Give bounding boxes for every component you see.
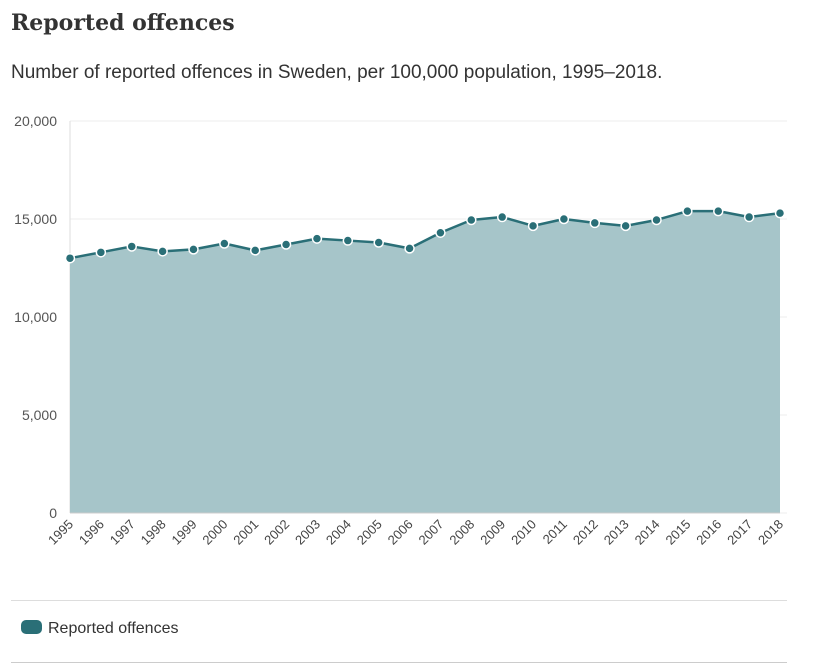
x-tick-label: 2005	[354, 517, 385, 548]
y-tick-label: 20,000	[14, 113, 57, 129]
x-tick-label: 2011	[540, 517, 570, 547]
data-point[interactable]	[64, 252, 76, 264]
x-tick-label: 1995	[45, 517, 76, 548]
x-tick-label: 2003	[292, 517, 323, 548]
y-tick-label: 5,000	[22, 407, 57, 423]
legend-swatch-reported-offences[interactable]	[21, 620, 42, 634]
legend-label-reported-offences[interactable]: Reported offences	[48, 620, 179, 637]
x-tick-label: 2010	[508, 517, 539, 548]
data-point[interactable]	[280, 239, 292, 250]
series-area	[70, 211, 780, 513]
x-tick-label: 1998	[138, 517, 169, 548]
x-tick-label: 2009	[477, 517, 508, 548]
data-point[interactable]	[311, 233, 323, 244]
x-tick-label: 2015	[662, 517, 693, 548]
x-tick-label: 1999	[169, 517, 200, 548]
x-tick-label: 2013	[601, 517, 632, 548]
y-tick-label: 10,000	[14, 309, 57, 325]
data-point[interactable]	[466, 214, 477, 226]
x-tick-label: 2007	[415, 517, 446, 548]
data-point[interactable]	[95, 247, 107, 258]
data-point[interactable]	[743, 211, 755, 223]
chart-subtitle: Number of reported offences in Sweden, p…	[11, 62, 663, 83]
data-point[interactable]	[157, 246, 168, 257]
data-point[interactable]	[558, 213, 570, 225]
x-tick-label: 2000	[199, 517, 230, 548]
data-point[interactable]	[713, 205, 724, 217]
x-tick-label: 2004	[323, 517, 354, 548]
x-tick-label: 2014	[632, 517, 663, 548]
data-point[interactable]	[404, 243, 415, 254]
data-point[interactable]	[342, 235, 354, 246]
y-tick-label: 0	[49, 505, 57, 521]
data-point[interactable]	[219, 238, 230, 249]
data-point[interactable]	[373, 237, 384, 248]
x-tick-label: 2002	[261, 517, 292, 548]
x-tick-label: 2008	[446, 517, 477, 548]
data-point[interactable]	[620, 220, 631, 232]
data-point[interactable]	[126, 241, 137, 252]
x-tick-label: 2012	[570, 517, 601, 548]
area-chart: 0 5,000 10,000 15,000 20,000 1995 1996 1997 1998…	[14, 113, 787, 548]
x-tick-label: 2006	[385, 517, 416, 548]
data-point[interactable]	[188, 244, 199, 255]
legend: Reported offences	[11, 600, 787, 663]
data-point[interactable]	[435, 227, 446, 238]
y-tick-label: 15,000	[14, 211, 57, 227]
x-tick-label: 2017	[724, 517, 755, 548]
x-tick-label: 1996	[76, 517, 107, 548]
x-tick-label: 1997	[107, 517, 138, 548]
data-point[interactable]	[651, 214, 662, 226]
data-point[interactable]	[249, 245, 261, 256]
data-point[interactable]	[774, 207, 786, 219]
data-point[interactable]	[682, 205, 693, 217]
chart-title: Reported offences	[11, 10, 235, 36]
x-tick-label: 2018	[755, 517, 786, 548]
data-point[interactable]	[589, 217, 601, 229]
data-point[interactable]	[527, 220, 539, 232]
x-tick-label: 2001	[230, 517, 261, 548]
x-tick-label: 2016	[693, 517, 724, 548]
data-point[interactable]	[496, 211, 508, 223]
